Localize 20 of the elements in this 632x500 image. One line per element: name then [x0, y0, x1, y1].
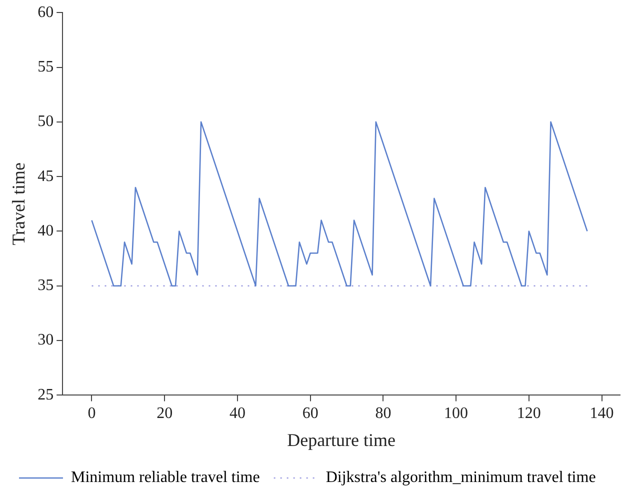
y-tick-label: 40 [38, 222, 54, 240]
x-tick-label: 20 [156, 405, 173, 422]
y-tick-label: 60 [38, 4, 54, 21]
x-tick-label: 140 [590, 405, 614, 422]
x-tick-label: 100 [444, 405, 468, 422]
x-tick-label: 0 [88, 405, 96, 422]
x-axis-title: Departure time [287, 430, 396, 450]
y-axis-title: Travel time [8, 162, 29, 246]
x-tick-label: 80 [375, 405, 392, 422]
y-tick-label: 35 [38, 277, 54, 294]
y-tick-label: 50 [38, 113, 54, 130]
y-tick-label: 25 [38, 386, 54, 404]
y-tick-label: 45 [38, 168, 54, 185]
x-tick-label: 60 [302, 405, 318, 422]
legend-label: Minimum reliable travel time [71, 469, 260, 486]
y-tick-label: 55 [38, 58, 54, 76]
x-tick-label: 40 [229, 405, 246, 422]
legend-label: Dijkstra's algorithm_minimum travel time [326, 469, 596, 486]
x-tick-label: 120 [516, 405, 541, 422]
y-tick-label: 30 [38, 332, 54, 349]
